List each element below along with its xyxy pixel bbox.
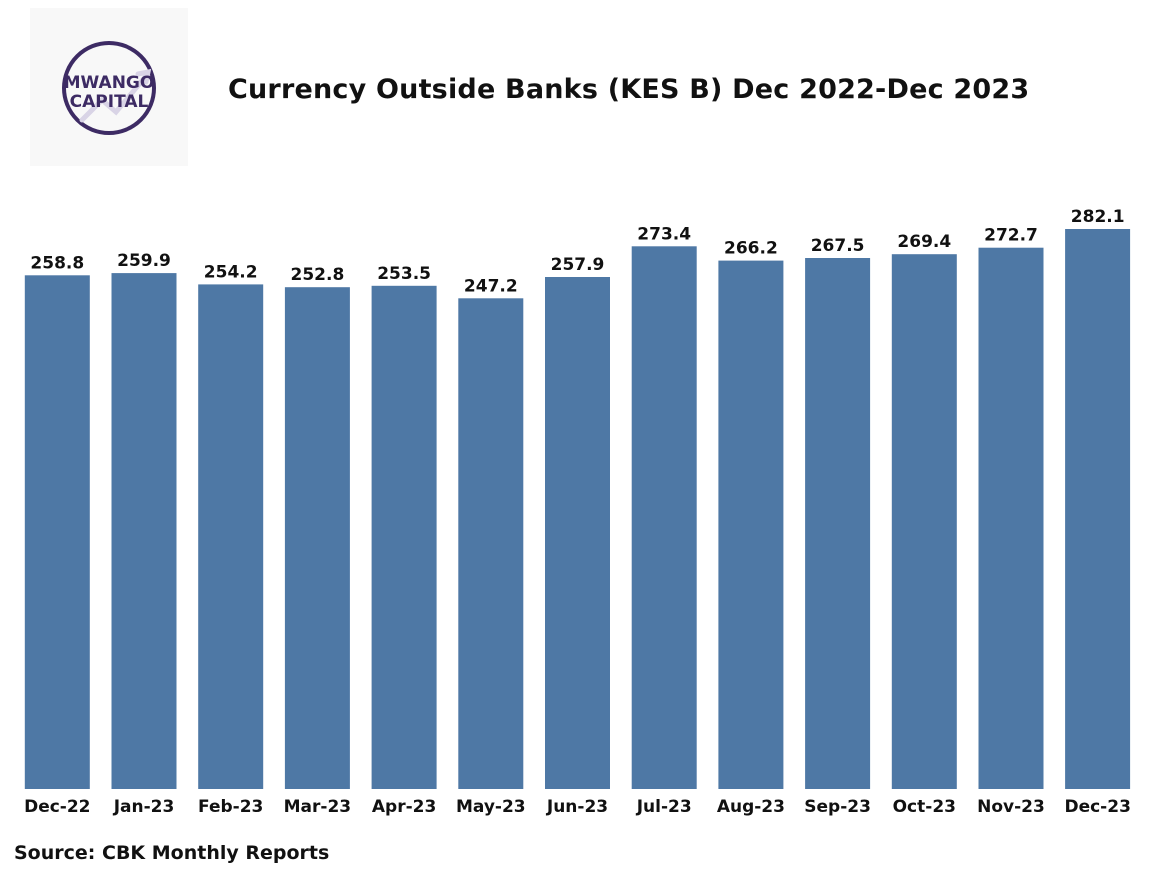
bar-jan-23	[111, 273, 177, 790]
x-tick-label: Jun-23	[546, 797, 608, 817]
chart-title: Currency Outside Banks (KES B) Dec 2022-…	[228, 74, 1030, 105]
bar-mar-23	[284, 287, 350, 789]
bar-may-23	[458, 298, 524, 789]
bar-sep-23	[805, 258, 871, 789]
data-label: 257.9	[551, 255, 605, 275]
data-label: 253.5	[377, 264, 431, 284]
logo-line2: CAPITAL	[70, 92, 149, 112]
logo: MWANGO CAPITAL	[30, 8, 188, 166]
data-label: 273.4	[637, 224, 691, 244]
x-tick-label: Oct-23	[893, 797, 956, 817]
x-tick-label: Jan-23	[113, 797, 175, 817]
bar-dec-22	[24, 275, 90, 789]
data-label: 259.9	[117, 251, 171, 271]
bar-aug-23	[718, 260, 784, 790]
x-tick-label: Aug-23	[717, 797, 785, 817]
data-label: 267.5	[811, 236, 865, 256]
data-label: 272.7	[984, 226, 1038, 246]
bar-dec-23	[1065, 229, 1131, 789]
logo-mark: MWANGO CAPITAL	[62, 41, 156, 135]
logo-line1: MWANGO	[64, 73, 155, 93]
bar-apr-23	[371, 285, 437, 789]
data-label: 282.1	[1071, 207, 1125, 227]
x-tick-label: Mar-23	[284, 797, 352, 817]
x-tick-label: Jul-23	[636, 797, 692, 817]
data-label: 266.2	[724, 239, 778, 259]
x-tick-label: Dec-22	[24, 797, 90, 817]
bar-jul-23	[631, 246, 697, 790]
data-label: 258.8	[30, 253, 84, 273]
data-label: 247.2	[464, 276, 518, 296]
x-tick-label: Nov-23	[977, 797, 1045, 817]
x-tick-label: Sep-23	[804, 797, 871, 817]
x-tick-label: Dec-23	[1064, 797, 1130, 817]
x-tick-label: Feb-23	[198, 797, 263, 817]
bar-feb-23	[198, 284, 264, 789]
data-label: 254.2	[204, 262, 258, 282]
data-label: 269.4	[897, 232, 951, 252]
bar-oct-23	[891, 254, 957, 789]
source-note: Source: CBK Monthly Reports	[14, 842, 330, 864]
data-label: 252.8	[291, 265, 345, 285]
x-tick-label: Apr-23	[372, 797, 436, 817]
bar-nov-23	[978, 247, 1044, 789]
bar-jun-23	[545, 277, 610, 789]
x-tick-label: May-23	[456, 797, 526, 817]
